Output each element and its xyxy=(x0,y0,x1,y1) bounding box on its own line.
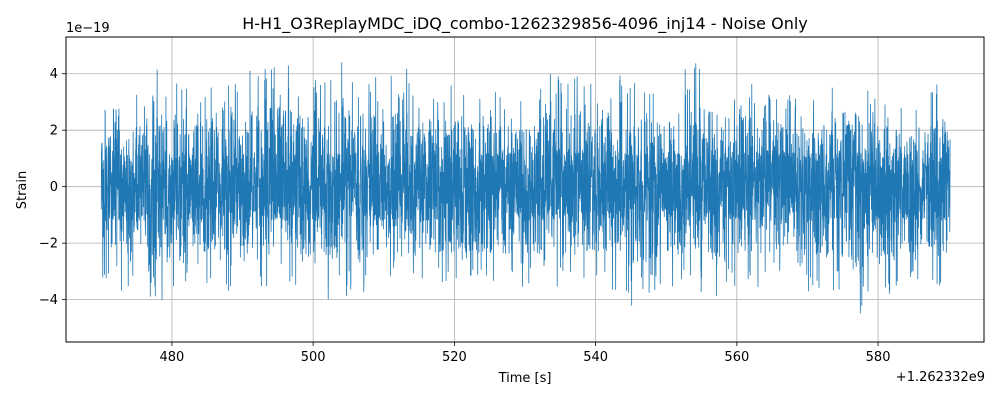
y-axis: −4 −2 0 2 4 xyxy=(39,67,66,308)
y-tick-label: 4 xyxy=(50,67,58,82)
x-tick-label: 500 xyxy=(301,350,326,365)
x-offset-label: +1.262332e9 xyxy=(896,370,985,385)
y-tick-label: −4 xyxy=(39,293,58,308)
x-axis-label: Time [s] xyxy=(498,371,552,386)
y-tick-label: 2 xyxy=(50,124,58,139)
chart-title: H-H1_O3ReplayMDC_iDQ_combo-1262329856-40… xyxy=(242,14,808,34)
y-tick-label: −2 xyxy=(39,237,58,252)
x-tick-label: 520 xyxy=(442,350,467,365)
y-scale-label: 1e−19 xyxy=(66,21,110,36)
y-tick-label: 0 xyxy=(50,180,58,195)
y-axis-label: Strain xyxy=(15,171,30,210)
x-tick-label: 580 xyxy=(866,350,891,365)
x-tick-label: 560 xyxy=(724,350,749,365)
strain-trace xyxy=(100,62,951,314)
x-tick-label: 540 xyxy=(583,350,608,365)
axes-frame xyxy=(65,36,985,343)
noise-series xyxy=(100,62,951,314)
x-axis: 480 500 520 540 560 580 xyxy=(160,342,891,365)
x-tick-label: 480 xyxy=(160,350,185,365)
